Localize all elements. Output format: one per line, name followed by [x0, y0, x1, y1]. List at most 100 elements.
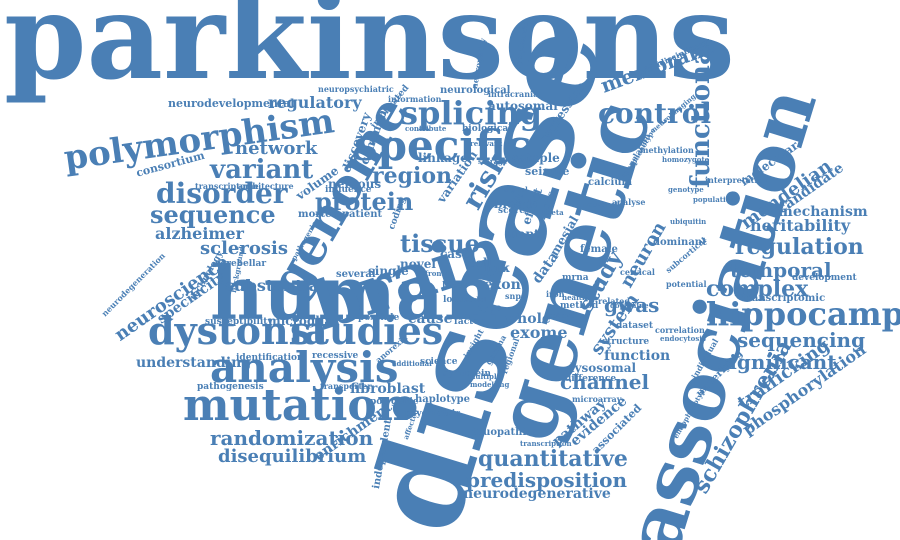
word-influence: influence — [325, 185, 372, 195]
word-health: health — [562, 293, 588, 302]
word-female: female — [580, 244, 618, 255]
word-several: several — [336, 269, 376, 280]
word-analysis: analysis — [210, 343, 399, 392]
word-endocytosis: endocytosis — [660, 334, 706, 343]
word-mutation: mutation — [183, 380, 409, 431]
word-additional: additional — [392, 359, 432, 368]
word-contribute: contribute — [405, 124, 447, 133]
word-disorder: disorder — [156, 177, 288, 210]
word-correlation: correlation — [655, 325, 705, 335]
word-patient: patient — [342, 209, 383, 220]
word-structure: structure — [602, 337, 650, 347]
word-complex: complex — [706, 276, 809, 302]
word-intracranial: intracranial — [488, 89, 542, 99]
word-susceptibility: susceptibility — [205, 317, 273, 327]
word-modelling: modelling — [470, 380, 510, 389]
word-recessive: recessive — [312, 351, 359, 361]
word-frontal: frontal — [425, 269, 452, 278]
word-nervous: nervous — [328, 177, 382, 191]
word-neuronal: neuronal — [583, 200, 619, 209]
word-science: science — [420, 357, 458, 367]
word-regulatory: regulatory — [268, 93, 362, 112]
word-level: level — [442, 281, 466, 291]
word-substantia: substantia — [225, 276, 320, 295]
word-snps: snps — [505, 291, 526, 301]
word-genotype: genotype — [668, 185, 704, 194]
word-understanding: understanding — [136, 355, 252, 371]
word-haplotype: haplotype — [415, 394, 470, 405]
word-interpretation: interpretation — [705, 175, 769, 185]
word-development: development — [792, 273, 857, 283]
word-relevant: relevant — [470, 139, 503, 148]
word-transcriptome: transcriptome — [195, 181, 259, 191]
word-neuropsychiatric: neuropsychiatric — [318, 84, 394, 94]
word-disequilibrium: disequilibrium — [218, 446, 367, 467]
word-cerebellar: cerebellar — [215, 259, 267, 269]
word-gwas: gwas — [604, 293, 660, 317]
word-type: type — [478, 303, 502, 314]
word-cell: cell — [468, 256, 493, 270]
word-regulation: regulation — [735, 234, 864, 260]
word-microarray: microarray — [572, 394, 622, 404]
word-control: control — [598, 97, 712, 130]
word-homozygote: homozygote — [662, 155, 710, 164]
word-splicing: splicing — [400, 94, 542, 132]
word-blood: blood — [494, 197, 532, 211]
word-dataset: dataset — [616, 321, 654, 331]
word-human: human — [210, 251, 498, 337]
word-score: score — [498, 206, 526, 216]
word-transcriptomic: transcriptomic — [742, 293, 826, 304]
word-cohort: cohort — [548, 311, 574, 320]
word-possible: possible — [358, 313, 400, 323]
word-neurological: neurological — [440, 85, 511, 96]
word-signal: signal — [504, 185, 528, 194]
word-model: model — [462, 295, 487, 304]
word-sequence: sequence — [150, 200, 276, 229]
word-mrna: mrna — [562, 273, 589, 283]
word-analyse: analyse — [612, 197, 646, 207]
word-case: case — [440, 247, 470, 261]
word-mortem: mortem — [298, 209, 343, 220]
word-dopamine: dopamine — [610, 301, 649, 310]
word-dystonia: dystonia — [148, 308, 328, 353]
word-novel: novel — [400, 257, 436, 271]
word-variant: variant — [210, 155, 314, 185]
word-lobe: lobe — [443, 295, 465, 305]
word-predisposition: predisposition — [466, 468, 627, 492]
word-temporal: temporal — [730, 258, 832, 282]
word-function: function — [604, 348, 671, 364]
word-mechanism: mechanism — [778, 204, 868, 220]
word-calcium: calcium — [588, 177, 633, 188]
word-sample: sample — [512, 151, 560, 165]
word-tissue: tissue — [400, 229, 480, 258]
word-parkinsons: parkinsons — [4, 0, 735, 106]
word-transporter: transporter — [320, 381, 372, 391]
word-significant: significant — [718, 350, 837, 374]
word-quantitative: quantitative — [478, 446, 628, 472]
word-architecture: architecture — [238, 181, 294, 191]
word-difference: difference — [565, 374, 617, 384]
word-identification: identification — [236, 353, 304, 363]
word-psychiatric: psychiatric — [405, 409, 461, 419]
word-fibroblast: fibroblast — [350, 381, 426, 397]
word-cervical: cervical — [620, 267, 655, 277]
word-hippocampal: hippocampal — [706, 295, 900, 333]
word-sequencing: sequencing — [737, 328, 866, 352]
word-mapt: mapt — [505, 227, 540, 241]
word-heritability: heritability — [750, 216, 851, 235]
word-tauopathies: tauopathies — [472, 427, 539, 438]
word-neurodevelopmental: neurodevelopmental — [168, 97, 295, 110]
word-method: method — [560, 301, 599, 311]
word-multiple: multiple — [468, 372, 502, 381]
word-population: population — [693, 195, 736, 204]
word-iron: iron — [546, 289, 565, 299]
word-related: related — [598, 296, 630, 306]
word-single: single — [368, 264, 409, 278]
word-exon: exon — [484, 277, 521, 293]
word-biological: biological — [462, 124, 512, 134]
word-lysosomal: lysosomal — [570, 361, 637, 375]
word-whole: whole — [505, 311, 551, 327]
word-storage: storage — [478, 157, 508, 166]
word-microglia: microglia — [268, 314, 333, 328]
